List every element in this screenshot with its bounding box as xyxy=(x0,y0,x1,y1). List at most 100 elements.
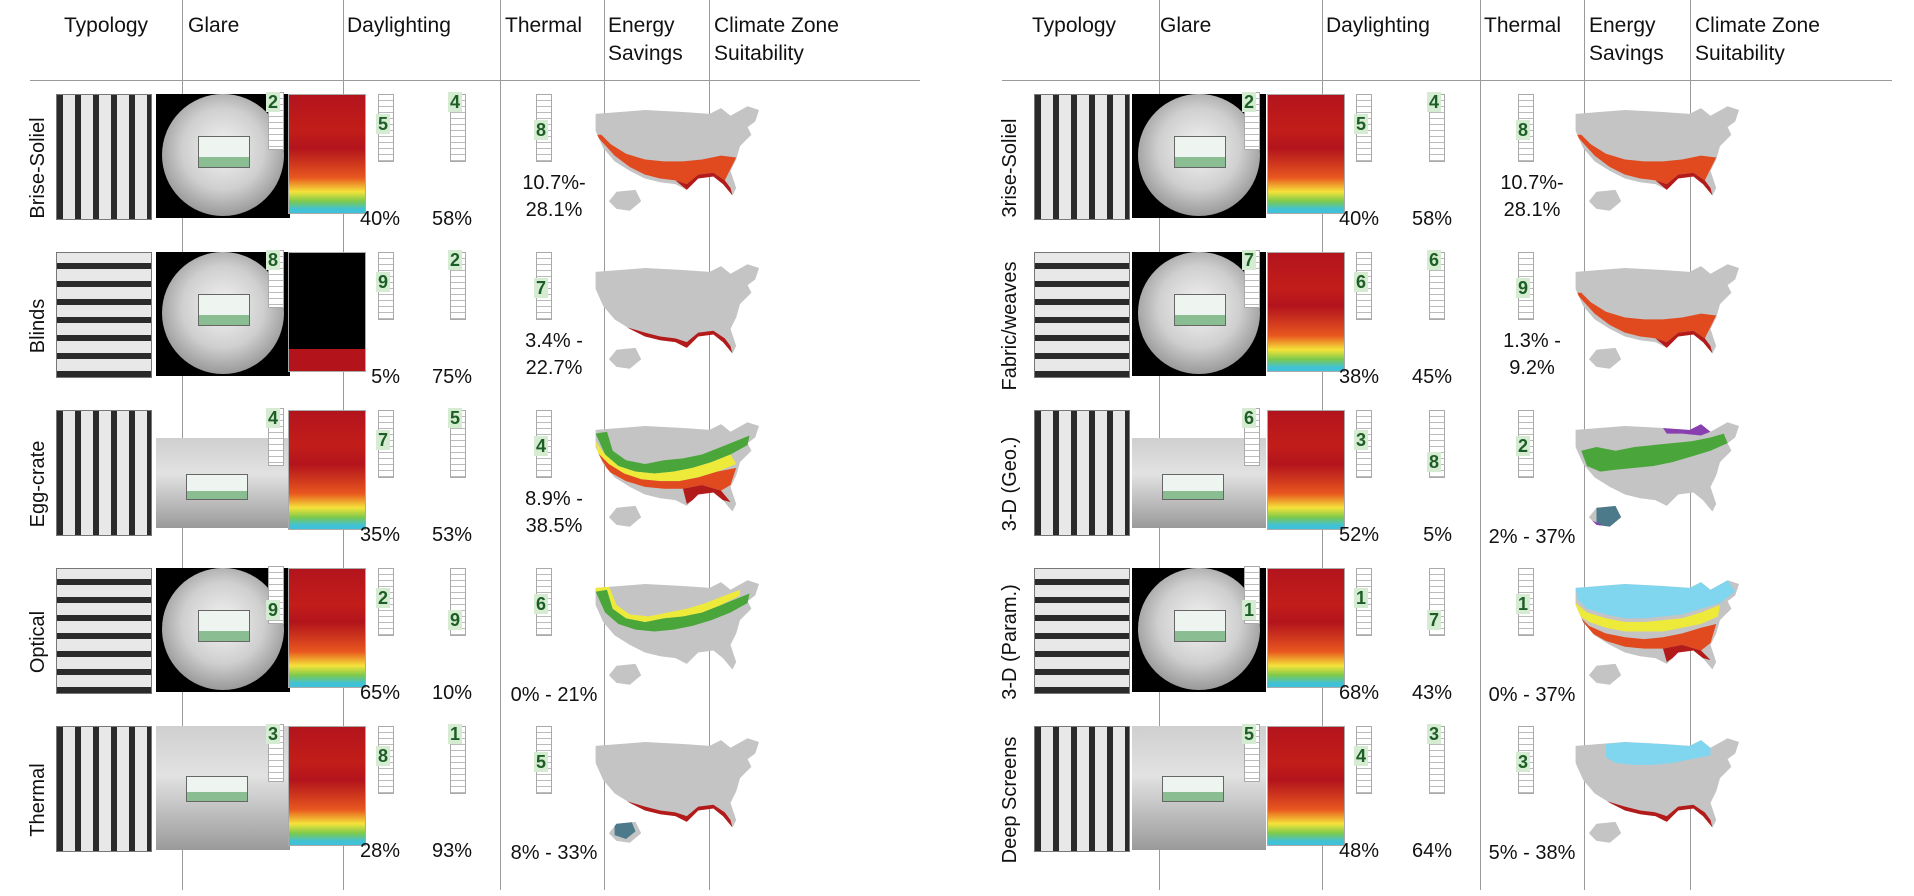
daylight-score: 3 xyxy=(1354,430,1369,450)
energy-score: 1 xyxy=(1516,594,1531,614)
thermal-score: 1 xyxy=(448,724,463,744)
header-climate: Climate Zone Suitability xyxy=(1695,14,1820,65)
daylight-score: 1 xyxy=(1354,588,1369,608)
daylight-percent: 68% xyxy=(1338,682,1379,704)
energy-range-line: 2% - 37% xyxy=(1488,526,1576,548)
thermal-percent: 58% xyxy=(1411,208,1452,230)
energy-score: 7 xyxy=(534,278,549,298)
daylight-heatmap xyxy=(288,726,366,846)
header-daylighting: Daylighting xyxy=(347,14,451,37)
energy-score: 8 xyxy=(534,120,549,140)
daylight-percent: 40% xyxy=(1338,208,1379,230)
typology-row: 3-D (Param.) 1 1 68% 7 43% 1 0% - 37% xyxy=(999,564,1892,722)
alaska-shape xyxy=(1588,663,1622,685)
us-climate-map xyxy=(595,422,759,527)
glare-score: 2 xyxy=(1242,92,1257,112)
daylight-percent: 5% xyxy=(371,366,400,388)
us-climate-map xyxy=(1575,106,1739,211)
window-view xyxy=(186,474,248,500)
facade-photo xyxy=(56,568,152,694)
energy-savings-range: 3.4% - 22.7% xyxy=(502,328,606,382)
energy-savings-range: 8.9% - 38.5% xyxy=(502,486,606,540)
alaska-shape xyxy=(608,347,642,369)
climate-zone-region xyxy=(1575,134,1717,185)
thermal-score: 2 xyxy=(448,250,463,270)
typology-label: Fabric/weaves xyxy=(999,261,1021,391)
facade-photo xyxy=(56,410,152,536)
energy-range-line: 0% - 21% xyxy=(510,684,598,706)
window-view xyxy=(1174,136,1226,168)
energy-savings-range: 10.7%- 28.1% xyxy=(502,170,606,224)
window-view xyxy=(198,610,250,642)
energy-savings-range: 10.7%- 28.1% xyxy=(1480,170,1584,224)
climate-zone-region xyxy=(1581,433,1728,472)
header-thermal: Thermal xyxy=(1484,14,1562,37)
climate-zone-region xyxy=(1575,580,1736,619)
us-climate-map xyxy=(595,106,759,211)
facade-photo xyxy=(56,252,152,378)
window-view xyxy=(186,775,248,802)
climate-map xyxy=(1568,96,1758,226)
energy-savings-range: 2% - 37% xyxy=(1480,524,1584,551)
climate-map xyxy=(588,254,778,384)
thermal-score: 6 xyxy=(1427,250,1442,270)
alaska-shape xyxy=(608,189,642,211)
energy-score: 6 xyxy=(534,594,549,614)
energy-range-line: 28.1% xyxy=(525,199,583,221)
daylight-percent: 40% xyxy=(359,208,400,230)
typology-label: 3-D (Geo.) xyxy=(999,436,1021,532)
daylight-percent: 48% xyxy=(1338,840,1379,862)
daylight-heatmap xyxy=(288,410,366,530)
facade-photo xyxy=(1034,410,1130,536)
us-climate-map xyxy=(595,738,759,843)
climate-zone-region xyxy=(1577,614,1717,651)
climate-zone-region xyxy=(1596,505,1622,527)
window-view xyxy=(198,136,250,168)
header-thermal: Thermal xyxy=(505,14,583,37)
typology-label: Brise-Soliel xyxy=(27,117,49,219)
column-divider xyxy=(1480,0,1481,890)
typology-row: Blinds 8 9 5% 2 75% 7 3.4% - 22.7% xyxy=(27,248,920,406)
daylight-heatmap xyxy=(288,94,366,214)
glare-rendering xyxy=(156,726,290,850)
climate-zone-region xyxy=(1655,330,1713,354)
facade-photo xyxy=(56,726,152,852)
climate-map xyxy=(588,412,778,542)
window-view xyxy=(1174,294,1226,326)
facade-photo xyxy=(1034,94,1130,220)
climate-map xyxy=(1568,412,1758,542)
daylight-score: 8 xyxy=(376,746,391,766)
daylight-percent: 38% xyxy=(1338,366,1379,388)
daylight-heatmap xyxy=(288,568,366,688)
typology-row: Brise-Soliel 2 5 40% 4 58% 8 10.7%- 28.1% xyxy=(27,90,920,248)
climate-zone-region xyxy=(1606,740,1711,765)
daylight-heatmap xyxy=(1267,410,1345,530)
header-glare: Glare xyxy=(188,14,240,37)
thermal-score: 7 xyxy=(1427,610,1442,630)
typology-label: Egg-crate xyxy=(27,440,49,528)
climate-zone-region xyxy=(626,800,733,828)
typology-label: 3-D (Param.) xyxy=(999,584,1021,700)
climate-zone-region xyxy=(1606,800,1713,828)
climate-zone-region xyxy=(595,585,740,623)
climate-map xyxy=(588,96,778,226)
alaska-shape xyxy=(1588,189,1622,211)
energy-savings-range: 5% - 38% xyxy=(1480,840,1584,867)
window-view xyxy=(1174,610,1226,642)
alaska-shape xyxy=(1588,347,1622,369)
climate-map xyxy=(588,570,778,700)
typology-label: Blinds xyxy=(27,298,49,354)
glare-score: 6 xyxy=(1242,408,1257,428)
energy-range-line: 0% - 37% xyxy=(1488,684,1576,706)
thermal-percent: 64% xyxy=(1411,840,1452,862)
glare-rendering xyxy=(1132,726,1266,850)
climate-zone-region xyxy=(595,589,750,632)
energy-range-line: 8.9% - xyxy=(525,488,583,510)
glare-score: 3 xyxy=(266,724,281,744)
left-comparison-table: Typology Glare Daylighting Thermal Energ… xyxy=(27,0,920,896)
us-climate-map xyxy=(1575,580,1739,685)
energy-range-line: 5% - 38% xyxy=(1488,842,1576,864)
facade-photo xyxy=(1034,252,1130,378)
thermal-percent: 5% xyxy=(1423,524,1452,546)
energy-savings-range: 0% - 37% xyxy=(1480,682,1584,709)
